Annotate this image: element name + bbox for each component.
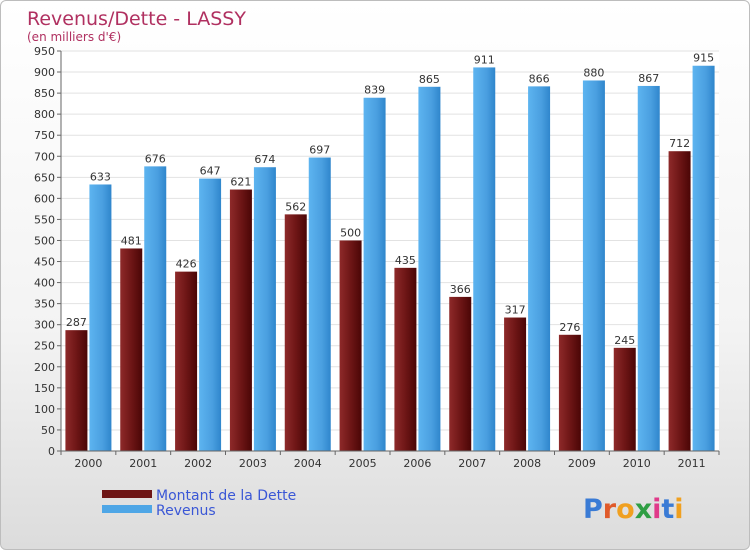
bar-revenus	[363, 97, 386, 451]
bar-revenus	[89, 184, 112, 451]
bar-revenus	[582, 80, 605, 451]
legend-swatch-revenus	[102, 505, 152, 513]
x-tick-label: 2008	[513, 457, 541, 470]
value-label-dette: 366	[450, 283, 471, 296]
legend-label-revenus: Revenus	[156, 503, 216, 519]
bar-dette	[613, 347, 636, 451]
axis-layer: 0 50 100 150 200 250 300 350 400 450 500 550 600 650 7…	[34, 45, 720, 470]
legend-swatch-debt	[102, 490, 152, 498]
value-label-revenus: 674	[254, 153, 275, 166]
value-label-dette: 435	[395, 254, 416, 267]
bars-layer	[65, 65, 715, 452]
y-tick-label: 150	[34, 382, 55, 395]
y-tick-label: 300	[34, 319, 55, 332]
bar-revenus	[418, 86, 441, 451]
legend-label-debt: Montant de la Dette	[156, 488, 296, 504]
chart-subtitle: (en milliers d'€)	[27, 30, 121, 44]
value-label-dette: 287	[66, 316, 87, 329]
x-tick-label: 2006	[403, 457, 431, 470]
y-tick-label: 900	[34, 66, 55, 79]
y-tick-label: 850	[34, 87, 55, 100]
bar-dette	[120, 248, 143, 451]
y-tick-label: 100	[34, 403, 55, 416]
bar-dette	[449, 296, 472, 451]
value-label-dette: 500	[340, 226, 361, 239]
value-label-dette: 245	[614, 334, 635, 347]
bar-dette	[394, 267, 417, 451]
value-label-dette: 426	[176, 258, 197, 271]
x-tick-label: 2005	[349, 457, 377, 470]
x-tick-label: 2000	[74, 457, 102, 470]
y-tick-label: 350	[34, 298, 55, 311]
value-label-dette: 276	[559, 321, 580, 334]
value-label-dette: 317	[505, 304, 526, 317]
chart-title: Revenus/Dette - LASSY	[27, 8, 246, 30]
value-label-dette: 712	[669, 137, 690, 150]
bar-dette	[668, 151, 691, 452]
value-label-dette: 481	[121, 234, 142, 247]
value-label-revenus: 676	[145, 152, 166, 165]
bar-revenus	[253, 167, 276, 452]
y-tick-label: 750	[34, 129, 55, 142]
y-tick-label: 400	[34, 277, 55, 290]
x-tick-label: 2007	[458, 457, 486, 470]
y-tick-label: 200	[34, 361, 55, 374]
bar-revenus	[199, 178, 222, 451]
x-tick-label: 2002	[184, 457, 212, 470]
value-label-revenus: 867	[638, 72, 659, 85]
x-tick-label: 2003	[239, 457, 267, 470]
y-tick-label: 0	[48, 445, 55, 458]
proxiti-logo: Proxiti	[583, 494, 684, 525]
y-tick-label: 250	[34, 340, 55, 353]
bar-revenus	[637, 85, 660, 452]
bar-dette	[339, 240, 362, 451]
bar-revenus	[144, 166, 167, 452]
bar-revenus	[308, 157, 331, 452]
grid-layer	[61, 50, 719, 452]
y-tick-label: 650	[34, 171, 55, 184]
y-tick-label: 950	[34, 45, 55, 58]
bar-dette	[284, 214, 307, 451]
plot-area	[61, 51, 719, 451]
value-label-revenus: 915	[693, 52, 714, 65]
y-tick-label: 450	[34, 256, 55, 269]
bar-dette	[229, 189, 252, 452]
y-tick-label: 500	[34, 234, 55, 247]
x-tick-label: 2001	[129, 457, 157, 470]
bar-dette	[175, 271, 198, 451]
value-label-revenus: 839	[364, 84, 385, 97]
value-label-revenus: 697	[309, 144, 330, 157]
svg-text:Proxiti: Proxiti	[583, 494, 684, 525]
bar-revenus	[473, 67, 496, 451]
y-tick-label: 600	[34, 192, 55, 205]
y-tick-label: 50	[41, 424, 55, 437]
x-tick-label: 2004	[294, 457, 322, 470]
bar-revenus	[528, 86, 551, 452]
bar-dette	[504, 317, 527, 451]
value-label-revenus: 866	[529, 72, 550, 85]
legend: Montant de la Dette Revenus	[102, 488, 296, 519]
y-tick-label: 550	[34, 213, 55, 226]
value-label-revenus: 633	[90, 170, 111, 183]
value-label-revenus: 865	[419, 73, 440, 86]
bar-revenus	[692, 65, 715, 451]
value-label-revenus: 647	[200, 165, 221, 178]
x-tick-label: 2009	[568, 457, 596, 470]
y-tick-label: 700	[34, 150, 55, 163]
x-tick-label: 2010	[623, 457, 651, 470]
bar-dette	[65, 330, 88, 451]
x-tick-label: 2011	[678, 457, 706, 470]
bar-dette	[558, 334, 581, 451]
value-label-revenus: 880	[583, 66, 604, 79]
value-label-revenus: 911	[474, 53, 495, 66]
y-tick-label: 800	[34, 108, 55, 121]
value-label-dette: 621	[230, 176, 251, 189]
value-label-dette: 562	[285, 200, 306, 213]
